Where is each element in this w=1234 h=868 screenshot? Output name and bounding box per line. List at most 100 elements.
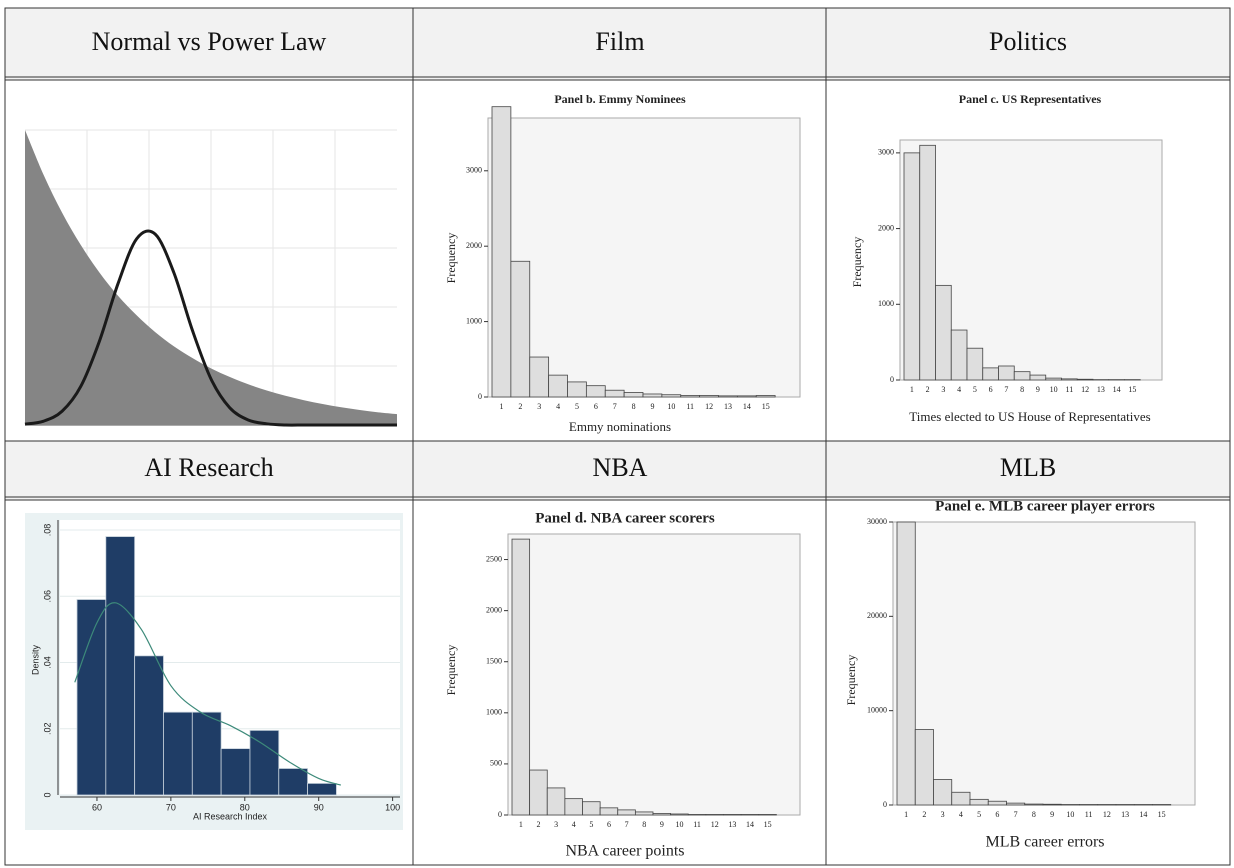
bar xyxy=(278,768,309,796)
x-tick-label: 8 xyxy=(632,402,636,411)
chart-title: Panel d. NBA career scorers xyxy=(535,510,715,526)
x-tick-label: 10 xyxy=(667,402,675,411)
bar xyxy=(966,347,984,381)
y-tick-label: 1000 xyxy=(878,299,894,308)
x-tick-label: 7 xyxy=(613,402,617,411)
bar xyxy=(896,521,916,806)
x-tick-label: 2 xyxy=(926,385,930,394)
x-tick-label: 15 xyxy=(1158,810,1166,819)
bar xyxy=(567,381,587,398)
x-tick-label: 12 xyxy=(1081,385,1089,394)
plot-area xyxy=(487,117,801,398)
bar xyxy=(76,599,107,796)
bar xyxy=(546,787,566,816)
x-tick-label: 12 xyxy=(711,820,719,829)
y-tick-label: 3000 xyxy=(878,148,894,157)
table-grid xyxy=(4,7,1231,866)
plot-area xyxy=(892,521,1196,806)
bar xyxy=(105,536,136,796)
bar xyxy=(134,655,164,796)
bar xyxy=(699,395,719,398)
x-axis-label: Times elected to US House of Representat… xyxy=(909,409,1150,424)
x-axis-label: MLB career errors xyxy=(985,834,1104,851)
x-tick-label: 4 xyxy=(572,820,576,829)
x-tick-label: 12 xyxy=(705,402,713,411)
bar xyxy=(548,374,568,398)
bar xyxy=(718,395,738,398)
x-tick-label: 14 xyxy=(1113,385,1121,394)
bar xyxy=(564,798,583,816)
header: Film xyxy=(595,27,644,56)
header: NBA xyxy=(593,453,648,482)
y-axis-label: Density xyxy=(30,644,40,675)
bar xyxy=(740,814,760,816)
x-axis-label: Emmy nominations xyxy=(569,419,671,434)
y-tick-label: 1000 xyxy=(466,316,482,325)
bar xyxy=(191,711,222,796)
bar xyxy=(529,769,548,816)
x-tick-label: 15 xyxy=(1128,385,1136,394)
x-tick-label: 13 xyxy=(728,820,736,829)
plot-area xyxy=(507,533,801,816)
bar xyxy=(604,389,625,398)
bar xyxy=(249,729,280,796)
line xyxy=(24,229,397,427)
x-tick-label: 14 xyxy=(743,402,751,411)
x-tick-label: 3 xyxy=(554,820,558,829)
bar xyxy=(919,144,936,381)
bar xyxy=(634,811,654,816)
x-tick-label: 5 xyxy=(973,385,977,394)
y-tick-label: 20000 xyxy=(867,611,887,620)
header: MLB xyxy=(1000,453,1056,482)
bar xyxy=(661,394,682,398)
bar xyxy=(950,329,968,381)
y-tick-label: 3000 xyxy=(466,166,482,175)
bar xyxy=(623,392,644,398)
x-tick-label: 11 xyxy=(1066,385,1074,394)
y-tick-label: 10000 xyxy=(867,705,887,714)
x-tick-label: 14 xyxy=(746,820,754,829)
density-line xyxy=(74,602,342,786)
bar xyxy=(1061,378,1078,381)
header: Normal vs Power Law xyxy=(92,27,327,56)
x-tick-label: 7 xyxy=(625,820,629,829)
bar xyxy=(511,538,531,816)
y-axis-label: Frequency xyxy=(844,655,858,706)
chart-title: Panel b. Emmy Nominees xyxy=(554,92,686,106)
x-tick-label: 15 xyxy=(764,820,772,829)
x-tick-label: 1 xyxy=(519,820,523,829)
bar xyxy=(1024,803,1044,806)
x-tick-label: 9 xyxy=(650,402,654,411)
bar xyxy=(1045,377,1062,381)
bar xyxy=(652,813,672,816)
y-tick-label: 1000 xyxy=(486,708,502,717)
y-tick-label: 30000 xyxy=(867,517,887,526)
y-tick-label: 2500 xyxy=(486,554,502,563)
x-tick-label: 7 xyxy=(1004,385,1008,394)
x-tick-label: 8 xyxy=(1020,385,1024,394)
x-tick-label: 3 xyxy=(941,810,945,819)
bar xyxy=(642,393,663,398)
y-tick-label: 0 xyxy=(42,792,52,797)
chart-title: Panel e. MLB career player errors xyxy=(935,498,1155,514)
x-tick-label: 1 xyxy=(910,385,914,394)
x-tick-label: 13 xyxy=(724,402,732,411)
bar xyxy=(914,729,934,806)
bar xyxy=(982,367,999,381)
x-tick-label: 6 xyxy=(989,385,993,394)
x-tick-label: 4 xyxy=(556,402,560,411)
x-tick-label: 6 xyxy=(995,810,999,819)
x-tick-label: 8 xyxy=(1032,810,1036,819)
y-tick-label: .06 xyxy=(42,590,52,603)
bar xyxy=(933,779,953,806)
x-tick-label: 6 xyxy=(607,820,611,829)
x-tick-label: 10 xyxy=(1050,385,1058,394)
bar xyxy=(529,356,550,398)
x-tick-label: 5 xyxy=(977,810,981,819)
bar xyxy=(903,152,921,381)
bar xyxy=(755,395,776,398)
y-axis-label: Frequency xyxy=(444,645,458,696)
x-tick-label: 5 xyxy=(575,402,579,411)
y-axis-label: Frequency xyxy=(850,237,864,288)
bar xyxy=(582,801,601,816)
